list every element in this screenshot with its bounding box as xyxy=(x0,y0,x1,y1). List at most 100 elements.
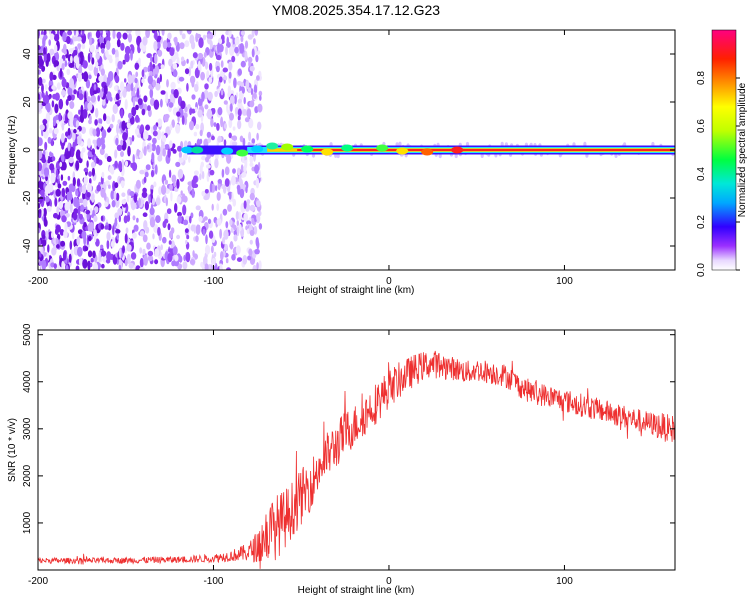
carrier-blob xyxy=(191,146,204,154)
noise-speck xyxy=(155,144,161,156)
noise-speck xyxy=(95,61,99,68)
noise-speck xyxy=(170,227,175,234)
snr-y-ticks: 1000 2000 3000 4000 5000 xyxy=(22,323,675,534)
noise-speck xyxy=(229,95,235,106)
noise-speck xyxy=(93,215,98,222)
noise-speck xyxy=(87,182,92,194)
noise-speck xyxy=(257,121,262,131)
noise-speck xyxy=(117,60,123,70)
noise-speck xyxy=(228,118,233,129)
noise-speck xyxy=(247,255,252,261)
noise-speck xyxy=(84,91,87,102)
noise-speck xyxy=(193,224,196,234)
noise-speck xyxy=(157,35,162,41)
noise-speck xyxy=(43,53,47,63)
noise-speck xyxy=(39,252,42,258)
noise-speck xyxy=(233,234,238,242)
noise-speck xyxy=(186,58,189,64)
noise-speck xyxy=(166,79,169,88)
noise-speck xyxy=(115,93,120,101)
noise-speck xyxy=(115,192,120,201)
noise-speck xyxy=(128,262,134,269)
noise-speck xyxy=(248,131,252,142)
noise-speck xyxy=(61,122,65,131)
noise-speck xyxy=(202,34,207,41)
noise-speck xyxy=(132,215,136,221)
noise-speck xyxy=(122,132,128,141)
noise-speck xyxy=(200,161,204,168)
noise-speck xyxy=(165,91,169,102)
noise-speck xyxy=(42,239,47,247)
noise-speck xyxy=(101,129,107,139)
noise-speck xyxy=(149,61,153,68)
carrier-blob xyxy=(321,148,334,156)
noise-speck xyxy=(144,201,149,211)
noise-speck xyxy=(150,55,153,63)
noise-speck xyxy=(224,166,230,176)
noise-speck xyxy=(96,137,102,148)
noise-speck xyxy=(41,92,45,98)
noise-speck xyxy=(38,69,41,75)
noise-speck xyxy=(118,247,122,259)
noise-speck xyxy=(124,160,129,167)
noise-speck xyxy=(249,204,256,212)
noise-speck xyxy=(238,211,242,222)
noise-speck xyxy=(583,141,587,147)
noise-speck xyxy=(43,215,47,226)
noise-speck xyxy=(191,78,195,88)
noise-speck xyxy=(216,122,220,131)
noise-speck xyxy=(95,107,99,118)
noise-speck xyxy=(204,61,209,70)
noise-speck xyxy=(95,30,101,39)
noise-speck xyxy=(153,124,158,131)
noise-speck xyxy=(232,37,236,45)
noise-speck xyxy=(135,71,139,78)
noise-speck xyxy=(105,115,111,125)
noise-speck xyxy=(252,264,257,270)
noise-speck xyxy=(110,190,115,200)
noise-speck xyxy=(106,239,110,250)
noise-speck xyxy=(155,83,161,91)
noise-speck xyxy=(77,246,83,257)
noise-speck xyxy=(125,227,129,234)
noise-speck xyxy=(223,243,229,251)
noise-speck xyxy=(135,114,140,123)
noise-speck xyxy=(76,178,81,187)
noise-speck xyxy=(143,130,149,141)
noise-speck xyxy=(45,112,51,123)
noise-speck xyxy=(116,233,119,240)
noise-speck xyxy=(126,137,130,148)
noise-speck xyxy=(166,42,172,48)
carrier-blob xyxy=(281,143,294,151)
noise-speck xyxy=(120,139,124,146)
noise-speck xyxy=(240,35,244,43)
noise-speck xyxy=(158,186,162,196)
noise-speck xyxy=(253,84,258,94)
noise-speck xyxy=(49,163,55,171)
noise-speck xyxy=(146,242,151,250)
noise-speck xyxy=(142,248,146,256)
noise-speck xyxy=(118,264,122,270)
noise-speck xyxy=(181,193,186,202)
noise-speck xyxy=(139,247,143,254)
noise-speck xyxy=(198,37,204,49)
noise-speck xyxy=(239,43,245,54)
noise-speck xyxy=(68,193,73,201)
noise-speck xyxy=(78,65,83,75)
noise-speck xyxy=(218,43,224,53)
noise-speck xyxy=(65,264,69,270)
noise-speck xyxy=(134,62,140,70)
noise-speck xyxy=(41,156,47,164)
noise-speck xyxy=(145,124,151,131)
noise-speck xyxy=(258,260,262,270)
noise-speck xyxy=(73,55,79,64)
noise-speck xyxy=(49,33,55,40)
noise-speck xyxy=(51,156,56,162)
noise-speck xyxy=(187,181,193,186)
noise-speck xyxy=(188,66,192,77)
noise-speck xyxy=(200,71,206,81)
noise-speck xyxy=(185,239,188,245)
noise-speck xyxy=(223,100,228,105)
noise-speck xyxy=(255,177,260,189)
carrier-blob xyxy=(221,147,234,155)
